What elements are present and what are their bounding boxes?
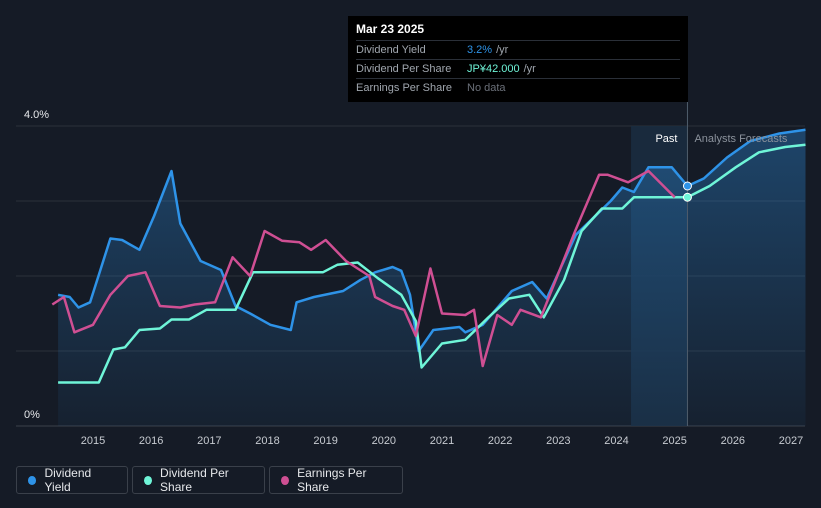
tooltip-label: Dividend Yield	[356, 44, 426, 56]
dps-marker	[682, 192, 692, 202]
legend-dot-icon	[28, 475, 37, 485]
tooltip-value: JP¥42.000	[467, 63, 520, 75]
x-tick-label: 2019	[313, 435, 337, 447]
forecast-label: Analysts Forecasts	[694, 133, 787, 145]
tooltip-value: 3.2%	[467, 44, 493, 56]
x-tick-label: 2023	[546, 435, 570, 447]
y-axis-bottom-label: 0%	[24, 409, 40, 421]
legend-label: Earnings Per Share	[297, 466, 367, 494]
tooltip-row-earnings-per-share: Earnings Per Share No data	[356, 78, 680, 97]
legend-label: Dividend Per Share	[160, 466, 229, 494]
x-tick-label: 2026	[721, 435, 745, 447]
x-tick-label: 2021	[430, 435, 454, 447]
dps-line	[58, 196, 688, 384]
x-tick-label: 2022	[488, 435, 512, 447]
legend-dot-icon	[281, 475, 290, 485]
legend-dividend-yield[interactable]: Dividend Yield	[16, 466, 128, 494]
dps-forecast-line	[686, 143, 806, 199]
y-axis-top-label: 4.0%	[24, 109, 49, 121]
yield-forecast-line	[686, 128, 806, 188]
legend-dot-icon	[144, 475, 153, 485]
dividend-yield-area	[58, 129, 806, 427]
x-tick-label: 2024	[604, 435, 628, 447]
legend-label: Dividend Yield	[44, 466, 92, 494]
tooltip-unit: /yr	[496, 44, 509, 56]
tooltip-unit: /yr	[523, 63, 536, 75]
past-label: Past	[655, 133, 677, 145]
x-tick-label: 2027	[779, 435, 803, 447]
legend-earnings-per-share[interactable]: Earnings Per Share	[269, 466, 403, 494]
x-tick-label: 2015	[81, 435, 105, 447]
x-tick-label: 2025	[662, 435, 686, 447]
tooltip-value: No data	[467, 82, 506, 94]
tooltip-row-dividend-per-share: Dividend Per Share JP¥42.000 /yr	[356, 59, 680, 78]
x-tick-label: 2016	[139, 435, 163, 447]
tooltip-label: Dividend Per Share	[356, 63, 452, 75]
x-tick-label: 2020	[372, 435, 396, 447]
tooltip-date: Mar 23 2025	[356, 22, 425, 36]
x-tick-label: 2018	[255, 435, 279, 447]
legend-dividend-per-share[interactable]: Dividend Per Share	[132, 466, 265, 494]
tooltip: Mar 23 2025 Dividend Yield 3.2% /yr Divi…	[348, 16, 688, 102]
eps-line	[51, 169, 676, 368]
tooltip-label: Earnings Per Share	[356, 82, 452, 94]
x-tick-label: 2017	[197, 435, 221, 447]
tooltip-row-dividend-yield: Dividend Yield 3.2% /yr	[356, 40, 680, 59]
yield-marker	[682, 181, 692, 191]
